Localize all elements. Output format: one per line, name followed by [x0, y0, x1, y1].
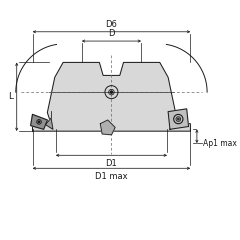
Polygon shape	[46, 118, 53, 129]
Circle shape	[178, 118, 179, 120]
Text: D: D	[108, 29, 115, 38]
Circle shape	[110, 91, 113, 93]
Circle shape	[38, 121, 40, 123]
Text: D1 max: D1 max	[95, 172, 128, 181]
Text: D1: D1	[106, 159, 117, 168]
Text: L: L	[8, 92, 13, 101]
Polygon shape	[168, 109, 189, 129]
Polygon shape	[32, 62, 190, 131]
Text: D6: D6	[106, 20, 117, 29]
Polygon shape	[31, 114, 47, 129]
Polygon shape	[100, 120, 115, 135]
Text: Ap1 max: Ap1 max	[203, 139, 237, 148]
